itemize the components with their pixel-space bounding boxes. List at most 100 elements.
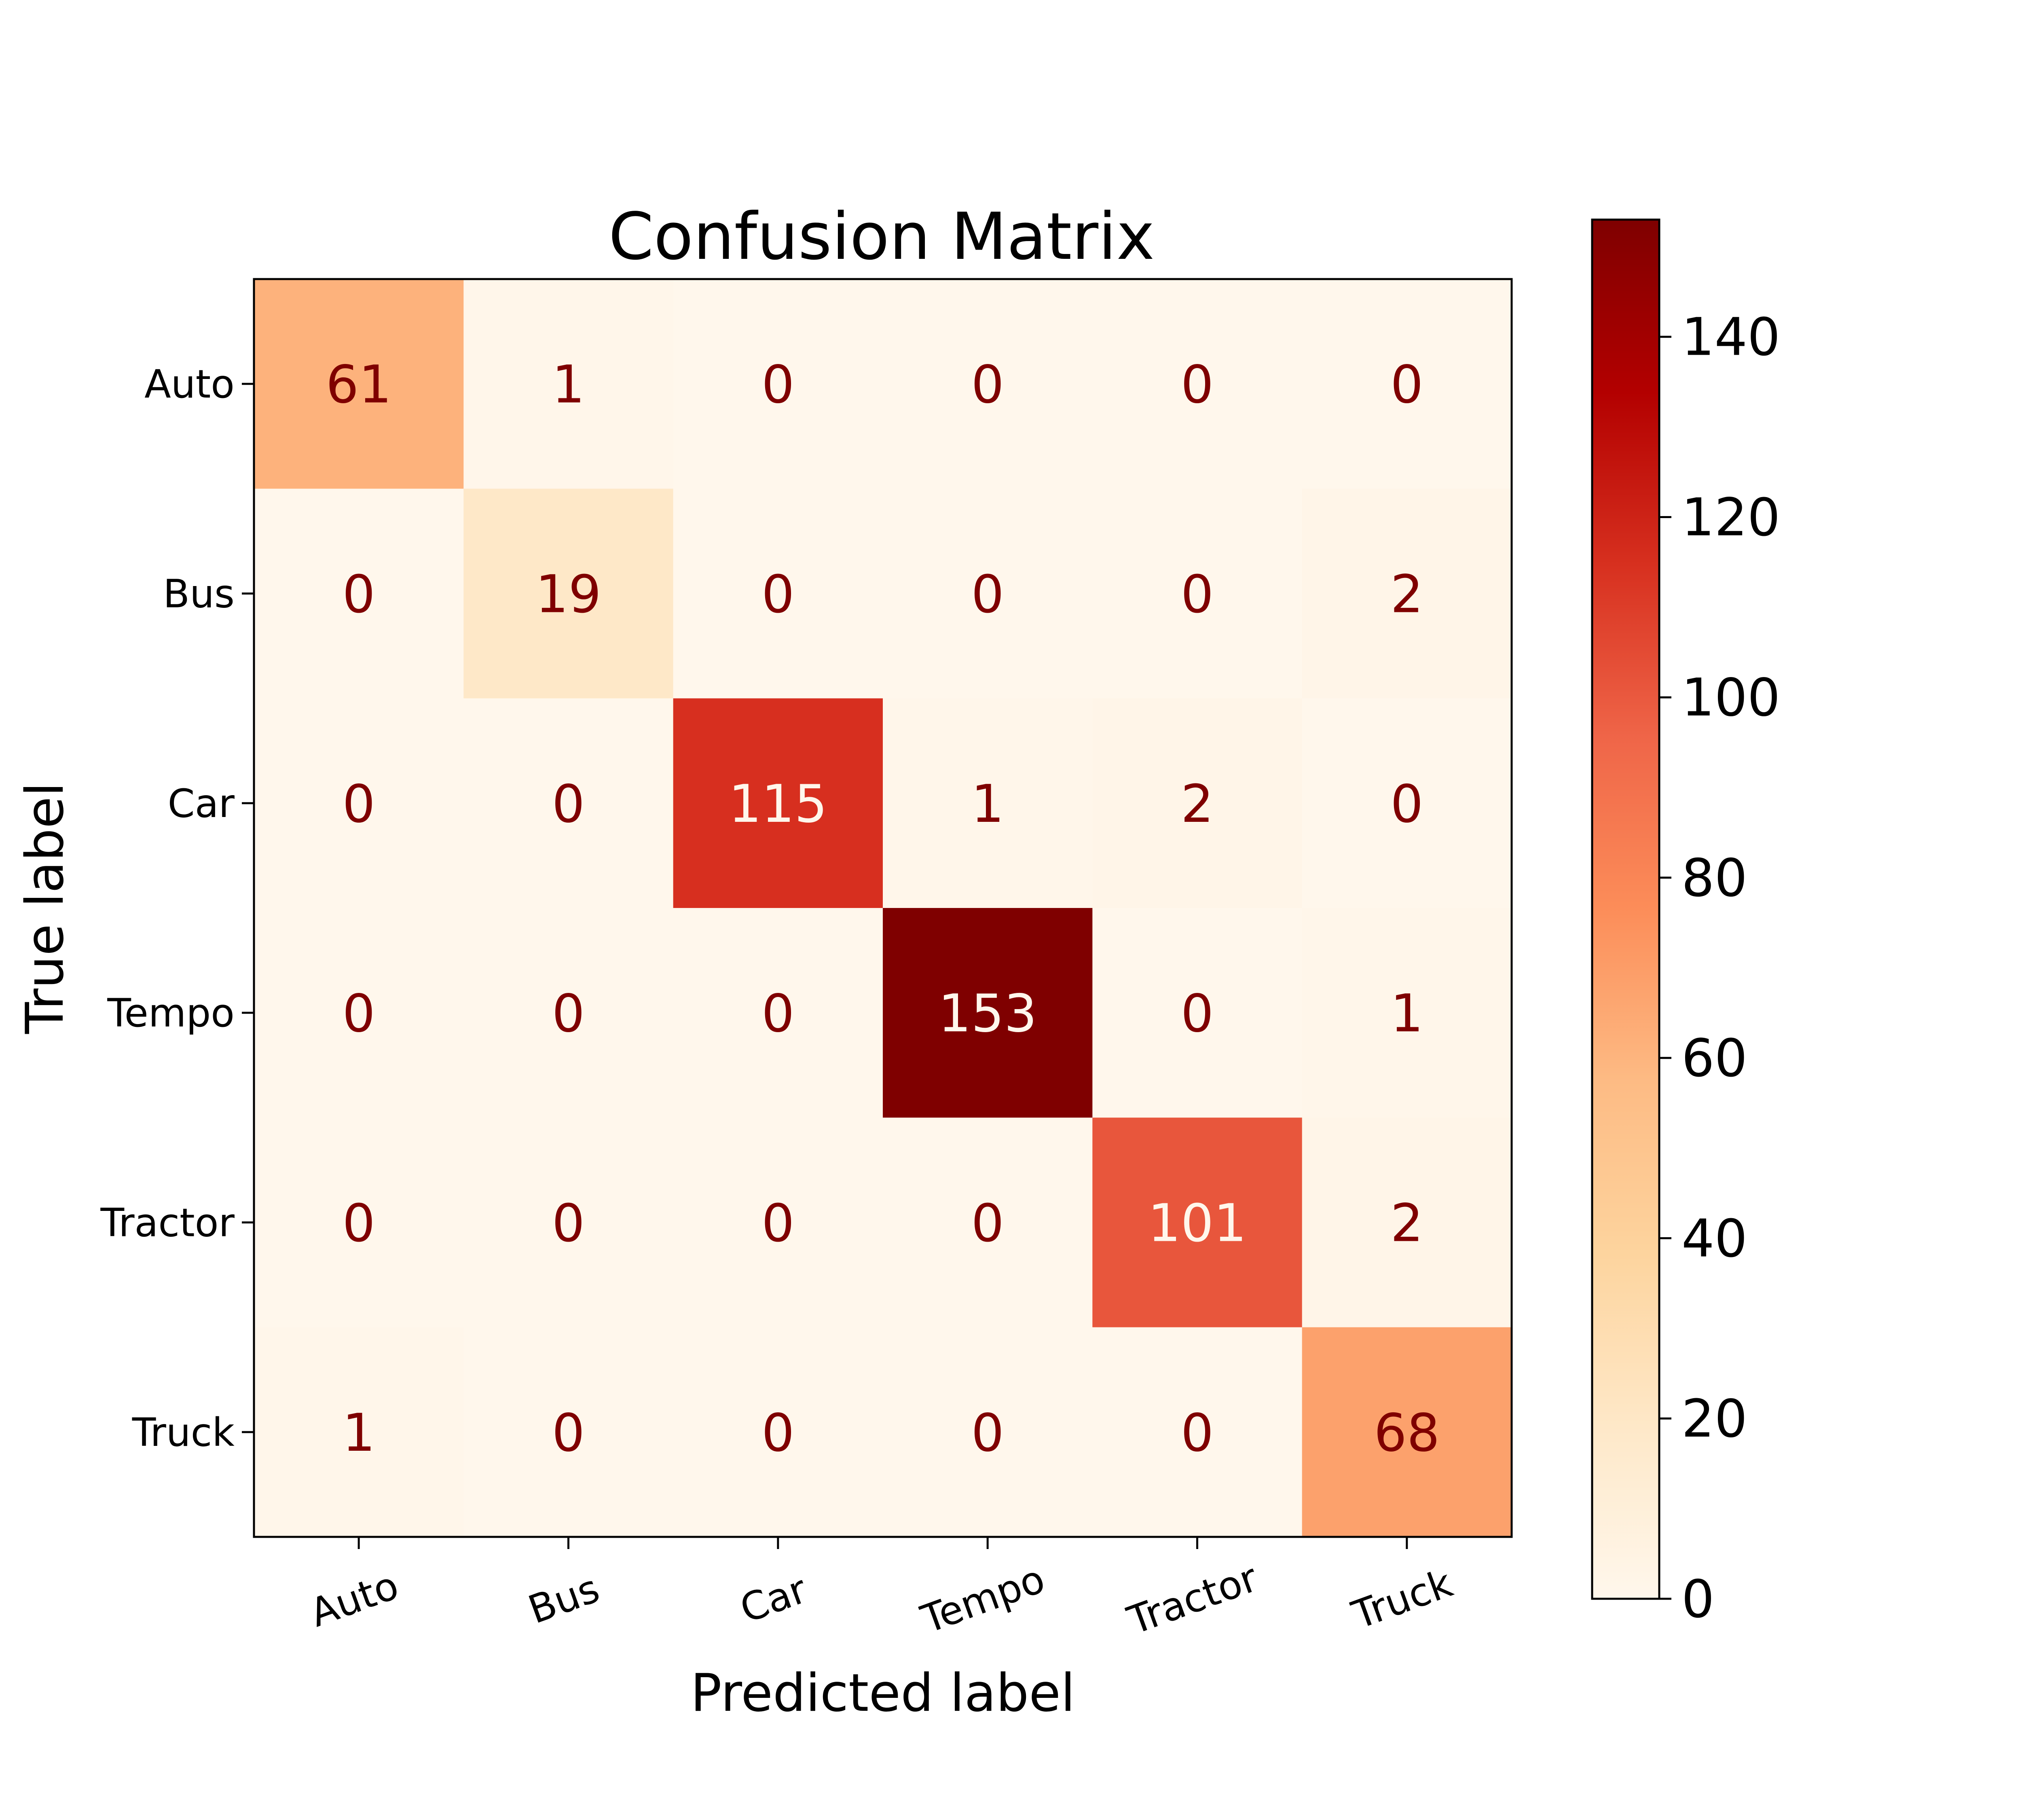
cell-value-label: 68 [1374,1403,1440,1463]
x-tick-label-truck: Truck [1346,1560,1458,1638]
cell-value-label: 0 [761,355,794,415]
cell-value-label: 0 [971,1403,1004,1463]
heatmap-cell-tempo-truck [1302,908,1512,1118]
cell-value-label: 0 [971,565,1004,625]
heatmap-cell-car-bus [463,698,674,908]
heatmap-cell-tractor-tractor [1092,1117,1303,1328]
cell-value-label: 0 [552,1194,585,1254]
heatmap-cell-auto-car [673,279,883,489]
chart-title: Confusion Matrix [609,199,1155,274]
cell-value-label: 2 [1181,774,1214,834]
y-tick-label-tempo: Tempo [107,990,235,1036]
colorbar-tick-label: 40 [1681,1208,1747,1269]
cell-value-label: 61 [326,355,392,415]
heatmap-cells [254,279,1512,1537]
cell-value-label: 0 [342,774,375,834]
cell-value-label: 0 [342,984,375,1044]
cell-value-label: 0 [1181,984,1214,1044]
cell-value-label: 2 [1390,565,1423,625]
colorbar-tick-label: 20 [1681,1389,1747,1449]
heatmap-cell-bus-tempo [883,489,1093,699]
heatmap-cell-bus-car [673,489,883,699]
heatmap-cell-auto-truck [1302,279,1512,489]
heatmap-cell-tractor-auto [254,1117,464,1328]
colorbar-tick-label: 140 [1681,307,1780,368]
colorbar-ticks: 0 20 40 60 80 100 120 140 [1659,307,1780,1630]
heatmap-cell-car-tempo [883,698,1093,908]
cell-value-label: 0 [1181,1403,1214,1463]
heatmap-cell-tractor-truck [1302,1117,1512,1328]
cell-value-label: 1 [552,355,585,415]
cell-value-label: 19 [535,565,601,625]
colorbar-tick-label: 100 [1681,668,1780,728]
heatmap-cell-tempo-car [673,908,883,1118]
heatmap-cell-tempo-auto [254,908,464,1118]
cell-value-label: 0 [971,1194,1004,1254]
heatmap-cell-bus-tractor [1092,489,1303,699]
colorbar-tick-label: 60 [1681,1029,1747,1089]
heatmap-cell-tractor-tempo [883,1117,1093,1328]
x-axis-label: Predicted label [690,1663,1075,1723]
cell-value-label: 1 [342,1403,375,1463]
cell-value-label: 0 [342,1194,375,1254]
cell-value-label: 0 [971,355,1004,415]
cell-value-label: 0 [552,1403,585,1463]
cell-value-label: 2 [1390,1194,1423,1254]
heatmap-cell-truck-car [673,1327,883,1537]
cell-value-label: 0 [552,984,585,1044]
heatmap-cell-bus-bus [463,489,674,699]
cell-value-label: 115 [729,774,827,834]
x-tick-label-bus: Bus [522,1566,605,1633]
heatmap-cell-truck-truck [1302,1327,1512,1537]
heatmap-cell-auto-tempo [883,279,1093,489]
cell-value-label: 0 [1390,774,1423,834]
cell-value-label: 0 [1181,355,1214,415]
cell-value-label: 153 [938,984,1037,1044]
heatmap-cell-car-auto [254,698,464,908]
colorbar-tick-label: 120 [1681,487,1780,548]
cell-value-label: 0 [342,565,375,625]
heatmap-cell-truck-tempo [883,1327,1093,1537]
cell-value-label: 0 [1390,355,1423,415]
heatmap-cell-tractor-car [673,1117,883,1328]
cell-value-label: 0 [1181,565,1214,625]
y-tick-label-tractor: Tractor [100,1200,235,1246]
heatmap-cell-truck-auto [254,1327,464,1537]
y-axis-label: True label [15,782,75,1034]
x-tick-label-auto: Auto [304,1562,404,1636]
heatmap-cell-auto-auto [254,279,464,489]
cell-value-label: 0 [761,1403,794,1463]
heatmap-cell-truck-tractor [1092,1327,1303,1537]
x-tick-label-tractor: Tractor [1121,1555,1263,1644]
cell-value-label: 101 [1148,1194,1246,1254]
heatmap-cell-car-truck [1302,698,1512,908]
cell-value-label: 0 [761,1194,794,1254]
colorbar-tick-label: 80 [1681,848,1747,908]
y-tick-label-truck: Truck [132,1410,235,1455]
colorbar [1591,218,1660,1600]
x-axis-ticks: Auto Bus Car Tempo Tractor Truck [304,1537,1458,1644]
x-tick-label-tempo: Tempo [915,1556,1051,1642]
heatmap-cell-auto-tractor [1092,279,1303,489]
heatmap-cell-bus-auto [254,489,464,699]
cell-value-label: 0 [761,565,794,625]
heatmap-cell-auto-bus [463,279,674,489]
heatmap-cell-bus-truck [1302,489,1512,699]
y-axis-ticks: Auto Bus Car Tempo Tractor Truck [100,362,254,1455]
heatmap-cell-car-tractor [1092,698,1303,908]
heatmap-cell-car-car [673,698,883,908]
y-tick-label-car: Car [168,781,235,826]
heatmap-cell-labels: 61 1 0 0 0 0 0 19 0 0 0 2 0 0 115 1 2 0 0 0 0 153 0 1 0 0 0 0 101 2 1 0… [326,355,1440,1463]
cell-value-label: 1 [971,774,1004,834]
cell-value-label: 0 [552,774,585,834]
cell-value-label: 0 [761,984,794,1044]
heatmap-cell-truck-bus [463,1327,674,1537]
colorbar-tick-label: 0 [1681,1569,1714,1630]
cell-value-label: 1 [1390,984,1423,1044]
heatmap-cell-tractor-bus [463,1117,674,1328]
heatmap-cell-tempo-tractor [1092,908,1303,1118]
plot-frame [253,278,1513,1538]
heatmap-cell-tempo-tempo [883,908,1093,1118]
y-tick-label-auto: Auto [144,362,235,407]
